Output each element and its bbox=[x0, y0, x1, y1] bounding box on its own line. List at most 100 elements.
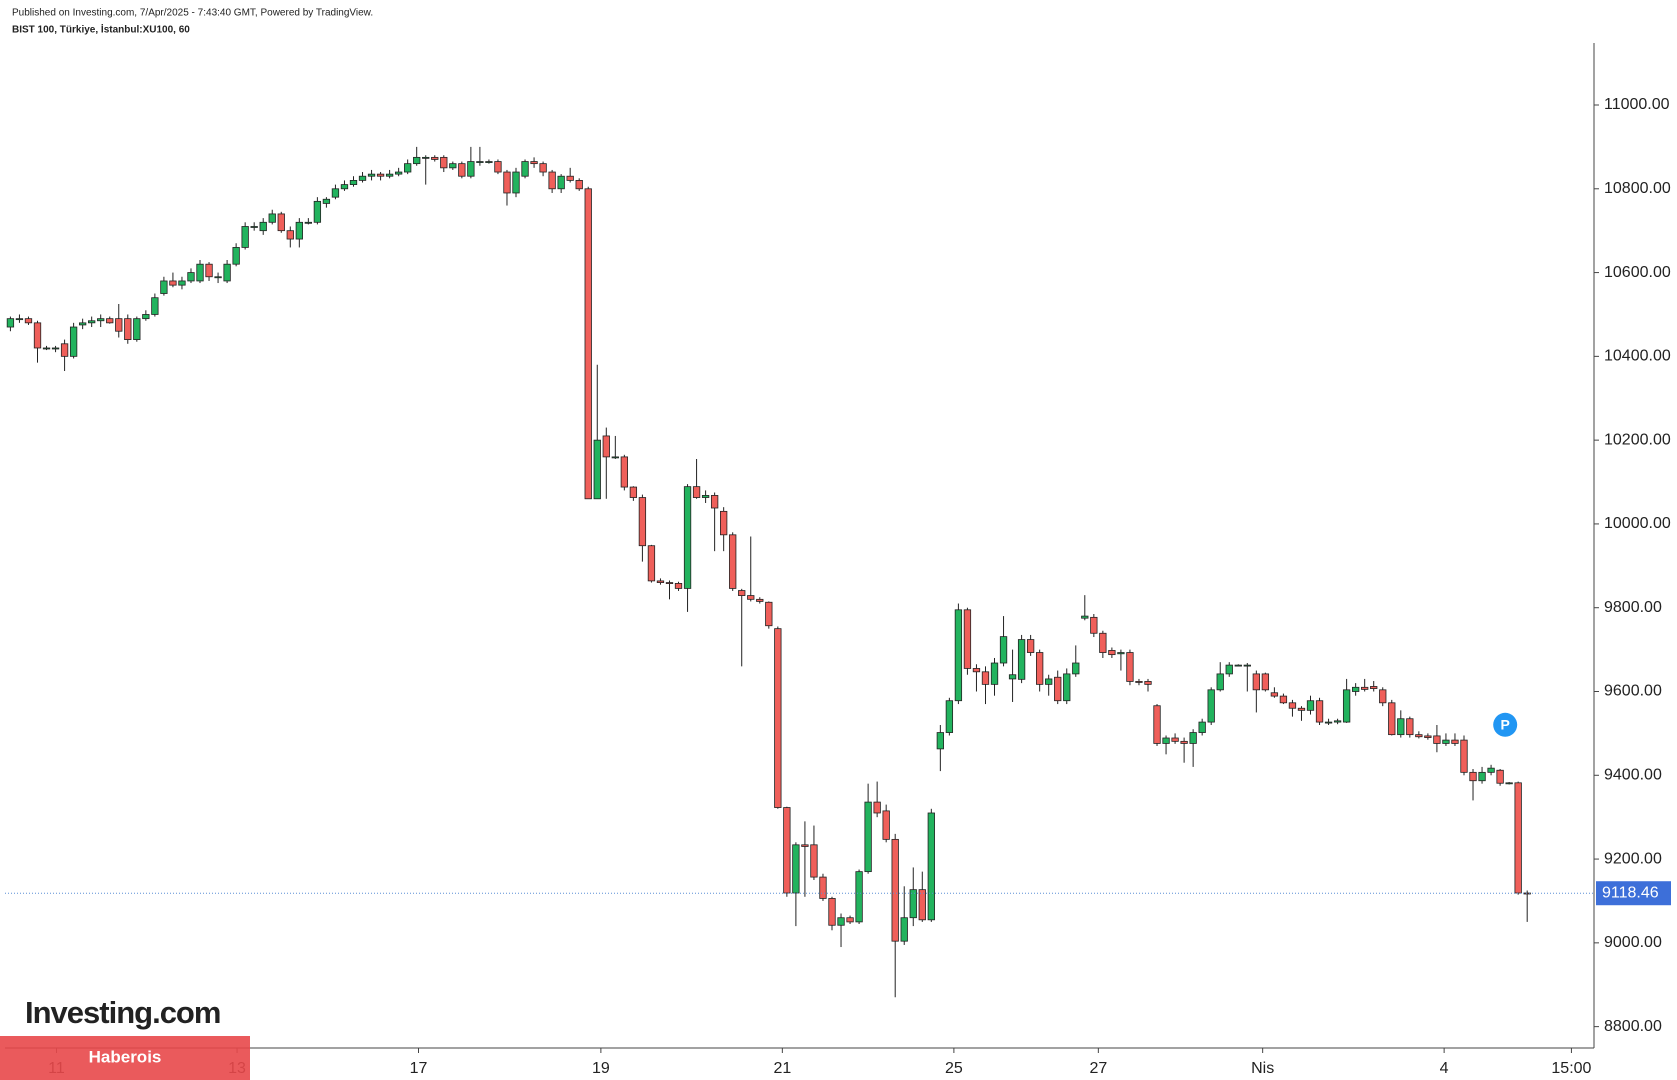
candle-body bbox=[15, 318, 24, 321]
candle-body bbox=[1234, 664, 1242, 667]
candle-body bbox=[738, 590, 746, 596]
candle-body bbox=[1469, 771, 1477, 782]
candle-body bbox=[864, 801, 872, 873]
candle-body bbox=[1162, 737, 1170, 744]
candle-body bbox=[972, 668, 981, 673]
y-tick-label: 11000.00 bbox=[1604, 96, 1670, 113]
candle-body bbox=[828, 898, 836, 926]
candle-body bbox=[692, 486, 701, 498]
candle-body bbox=[873, 801, 881, 814]
candle-body bbox=[665, 582, 674, 584]
candle-body bbox=[1478, 771, 1486, 782]
candle-body bbox=[1063, 673, 1071, 702]
candle-body bbox=[1505, 782, 1513, 785]
candle-body bbox=[178, 280, 186, 286]
candle-body bbox=[855, 871, 863, 923]
candle-body bbox=[24, 318, 33, 324]
candle-body bbox=[6, 318, 15, 328]
candle-body bbox=[1433, 735, 1441, 744]
y-tick-label: 10000.00 bbox=[1604, 515, 1671, 532]
candle-body bbox=[1126, 652, 1134, 682]
y-tick-label: 8800.00 bbox=[1604, 1018, 1662, 1035]
candle-body bbox=[647, 545, 656, 582]
candle-body bbox=[322, 198, 331, 204]
candle-body bbox=[440, 156, 448, 169]
candle-body bbox=[981, 671, 990, 685]
candle-body bbox=[1189, 732, 1197, 744]
candle-body bbox=[169, 280, 177, 286]
candle-body bbox=[88, 320, 96, 324]
candle-body bbox=[1496, 769, 1504, 784]
candle-body bbox=[1243, 664, 1251, 667]
candle-body bbox=[1297, 707, 1306, 711]
candle-body bbox=[1108, 650, 1116, 656]
candle-body bbox=[133, 318, 141, 340]
candle-body bbox=[1008, 674, 1017, 680]
candle-body bbox=[729, 534, 737, 589]
candle-body bbox=[846, 917, 854, 923]
candle-body bbox=[602, 435, 610, 458]
watermark: Haberois bbox=[89, 1047, 162, 1066]
publish-note: Published on Investing.com, 7/Apr/2025 -… bbox=[12, 8, 373, 19]
candle-body bbox=[747, 595, 755, 600]
candle-body bbox=[476, 161, 484, 163]
candle-body bbox=[1072, 662, 1080, 675]
candle-body bbox=[1252, 673, 1260, 691]
candle-body bbox=[629, 486, 638, 498]
candle-body bbox=[394, 171, 403, 175]
x-tick-label: 15:00 bbox=[1551, 1060, 1591, 1077]
candle-body bbox=[151, 297, 159, 315]
candle-body bbox=[1198, 721, 1206, 733]
candle-body bbox=[720, 510, 728, 536]
candle-body bbox=[241, 226, 249, 248]
candle-body bbox=[277, 213, 285, 232]
candle-body bbox=[801, 844, 809, 847]
candle-body bbox=[313, 200, 322, 223]
candle-body bbox=[1397, 718, 1405, 736]
candle-body bbox=[566, 175, 574, 181]
candle-body bbox=[1135, 681, 1143, 683]
badge-icon bbox=[1493, 712, 1518, 737]
candle-body bbox=[214, 276, 222, 279]
candle-body bbox=[449, 163, 457, 169]
candle-body bbox=[548, 171, 556, 190]
candle-body bbox=[367, 173, 376, 177]
candle-body bbox=[340, 184, 349, 190]
candle-body bbox=[999, 636, 1008, 664]
candle-body bbox=[990, 662, 999, 685]
candle-body bbox=[431, 156, 439, 160]
candle-body bbox=[1333, 720, 1342, 723]
x-tick-label: 4 bbox=[1440, 1060, 1449, 1077]
candle-body bbox=[575, 180, 583, 190]
candle-body bbox=[1342, 689, 1351, 723]
candle-body bbox=[891, 838, 899, 942]
candle-body bbox=[458, 163, 466, 177]
candle-body bbox=[205, 263, 213, 278]
candle-body bbox=[1361, 686, 1369, 690]
candle-body bbox=[539, 163, 547, 173]
y-tick-label: 9600.00 bbox=[1604, 683, 1662, 700]
candle-body bbox=[954, 609, 963, 702]
y-tick-label: 9800.00 bbox=[1604, 599, 1662, 616]
candle-body bbox=[945, 700, 954, 733]
candle-body bbox=[756, 598, 764, 602]
y-tick-label: 10600.00 bbox=[1604, 264, 1671, 281]
candle-body bbox=[936, 732, 944, 750]
candle-body bbox=[304, 221, 313, 224]
candle-body bbox=[1090, 616, 1098, 634]
x-tick-label: 25 bbox=[945, 1060, 963, 1077]
candle-body bbox=[1117, 652, 1125, 655]
x-tick-label: 17 bbox=[410, 1060, 428, 1077]
candle-body bbox=[1406, 718, 1414, 736]
candle-body bbox=[1144, 681, 1152, 685]
y-tick-label: 10200.00 bbox=[1604, 431, 1671, 448]
candle-body bbox=[1324, 721, 1333, 724]
candle-body bbox=[1270, 692, 1279, 697]
candle-body bbox=[1279, 695, 1288, 704]
candle-body bbox=[810, 844, 818, 878]
y-tick-label: 9400.00 bbox=[1604, 766, 1662, 783]
x-tick-label: 27 bbox=[1089, 1060, 1107, 1077]
candle-body bbox=[1261, 673, 1270, 691]
candle-body bbox=[106, 318, 114, 324]
candle-body bbox=[1442, 739, 1450, 744]
